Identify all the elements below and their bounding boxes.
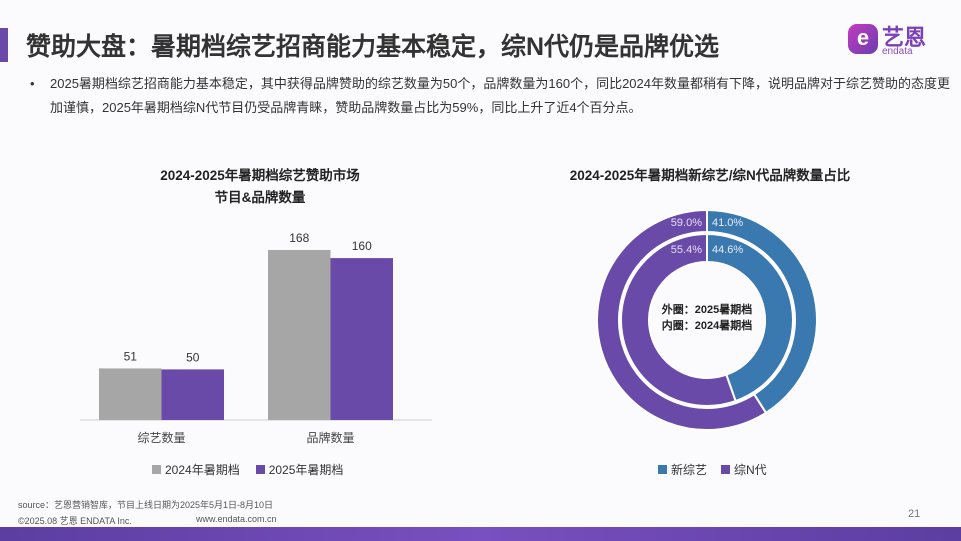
- legend-label-2025: 2025年暑期档: [268, 463, 344, 477]
- logo-cn: 艺恩: [882, 25, 927, 50]
- inner-ring-label: 内圈：2024暑期档: [661, 320, 753, 332]
- slice-label: 41.0%: [712, 217, 743, 229]
- copyright: ©2025.08 艺恩 ENDATA Inc.: [18, 516, 132, 526]
- website-link[interactable]: www.endata.com.cn: [196, 514, 277, 524]
- endata-logo: e 艺恩 endata: [848, 20, 938, 60]
- bar-legend: 2024年暑期档 2025年暑期档: [152, 461, 343, 478]
- bar-data-label: 50: [186, 350, 200, 364]
- title-accent-bar: [0, 28, 8, 62]
- bar-data-label: 51: [124, 349, 138, 363]
- donut-center-label: 外圈：2025暑期档 内圈：2024暑期档: [655, 302, 759, 334]
- page-number: 21: [908, 508, 921, 520]
- slice-label: 55.4%: [671, 244, 702, 256]
- legend-swatch-sequel: [721, 465, 731, 474]
- legend-label-new: 新综艺: [671, 463, 708, 477]
- legend-swatch-2025: [255, 465, 265, 474]
- bar-data-label: 168: [289, 231, 309, 245]
- slice-label: 59.0%: [671, 217, 702, 229]
- donut-slice: [596, 208, 768, 431]
- footer-bar: [0, 527, 961, 541]
- legend-label-sequel: 综N代: [734, 463, 767, 477]
- logo-e-icon: e: [848, 24, 878, 54]
- bar-chart-subtitle: 节目&品牌数量: [214, 190, 306, 205]
- logo-en: endata: [882, 46, 913, 57]
- bar-data-label: 160: [352, 239, 372, 253]
- donut-slice: [620, 232, 737, 407]
- summary-bullet: 2025暑期档综艺招商能力基本稳定，其中获得品牌赞助的综艺数量为50个，品牌数量…: [30, 72, 950, 120]
- donut-slice: [706, 232, 794, 403]
- x-tick-label: 综艺数量: [137, 430, 185, 445]
- legend-swatch-2024: [152, 465, 161, 474]
- page-title: 赞助大盘：暑期档综艺招商能力基本稳定，综N代仍是品牌优选: [26, 33, 720, 61]
- legend-swatch-new: [658, 465, 667, 474]
- donut-legend: 新综艺 综N代: [658, 461, 767, 478]
- bar: [161, 369, 224, 420]
- donut-chart-title: 2024-2025年暑期档新综艺/综N代品牌数量占比: [569, 168, 851, 183]
- x-tick-label: 品牌数量: [306, 430, 354, 445]
- bar-chart-title: 2024-2025年暑期档综艺赞助市场: [160, 168, 360, 183]
- legend-label-2024: 2024年暑期档: [165, 463, 240, 477]
- source-note: source：艺恩营销智库，节目上线日期为2025年5月1日-8月10日: [18, 500, 274, 510]
- outer-ring-label: 外圈：2025暑期档: [661, 304, 753, 316]
- bar: [268, 250, 331, 420]
- bar: [99, 368, 162, 420]
- slice-label: 44.6%: [712, 244, 743, 256]
- bar: [330, 258, 393, 420]
